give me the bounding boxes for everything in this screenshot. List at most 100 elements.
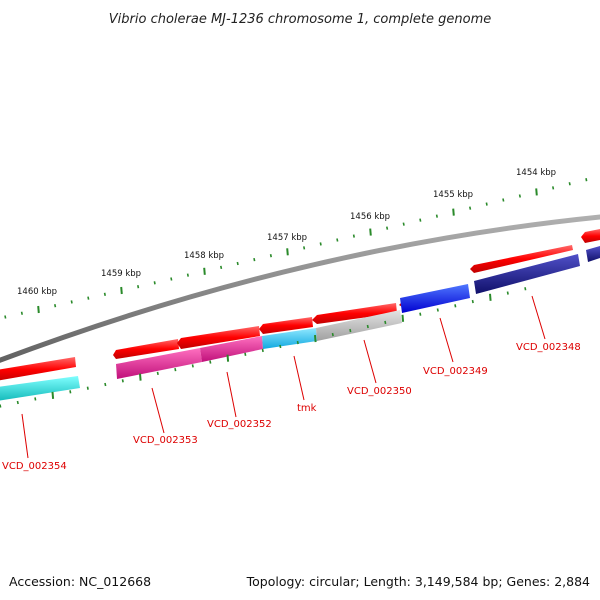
ruler-minor-tick	[336, 238, 339, 242]
ruler-outer-ticks	[4, 178, 588, 319]
ruler-minor-tick	[419, 218, 422, 222]
ruler-label-1454: 1454 kbp	[516, 168, 556, 178]
ruler-minor-tick	[352, 234, 355, 238]
ruler-minor-tick	[20, 311, 23, 315]
ruler-minor-tick	[296, 340, 299, 345]
ruler-minor-tick	[552, 186, 555, 190]
ruler-minor-tick	[137, 285, 140, 289]
ruler-minor-tick	[0, 404, 2, 408]
ruler-minor-tick	[303, 246, 306, 250]
leader-tmk	[293, 355, 305, 401]
ruler-minor-tick	[568, 182, 571, 186]
ruler-minor-tick	[454, 304, 457, 308]
ruler-minor-tick	[349, 328, 352, 333]
ruler-minor-tick	[366, 324, 369, 329]
ruler-minor-tick	[104, 382, 107, 387]
ruler-minor-tick	[253, 257, 256, 262]
reverse-strand-track	[0, 246, 600, 401]
ruler-label-1455: 1455 kbp	[433, 190, 473, 200]
cds-forward-5	[312, 303, 397, 324]
ruler-minor-tick	[174, 367, 177, 372]
ruler-major-tick	[226, 354, 230, 362]
ruler-minor-tick	[16, 400, 19, 405]
leader-VCD_002349	[439, 317, 454, 363]
cds-forward-3	[177, 326, 260, 349]
genome-summary-text: Topology: circular; Length: 3,149,584 bp…	[246, 574, 590, 589]
gene-bar-VCD_002349	[400, 284, 470, 313]
ruler-minor-tick	[186, 273, 189, 277]
leader-VCD_002352	[226, 371, 237, 418]
gene-bar-VCD_002352	[200, 336, 263, 362]
leader-VCD_002350	[363, 339, 377, 384]
ruler-minor-tick	[103, 292, 106, 296]
gene-bar-VCD_002348	[474, 254, 580, 294]
ruler-minor-tick	[170, 277, 173, 281]
ruler-minor-tick	[209, 360, 212, 364]
ruler-minor-tick	[121, 379, 124, 383]
ruler-minor-tick	[435, 214, 438, 218]
ruler-major-tick	[535, 188, 538, 196]
ruler-minor-tick	[485, 202, 488, 206]
ruler-minor-tick	[191, 364, 194, 368]
ruler-major-tick	[139, 373, 142, 381]
ruler-major-tick	[314, 335, 317, 343]
ruler-minor-tick	[502, 198, 505, 202]
ruler-minor-tick	[402, 222, 405, 226]
ruler-minor-tick	[319, 242, 322, 246]
ruler-label-1459: 1459 kbp	[101, 269, 141, 279]
ruler-minor-tick	[87, 296, 90, 300]
map-title: Vibrio cholerae MJ-1236 chromosome 1, co…	[109, 12, 491, 27]
gene-bar-VCD_002354	[0, 376, 80, 401]
ruler-minor-tick	[384, 320, 387, 325]
gene-bar-tmk	[262, 328, 317, 349]
gene-label-VCD_002352: VCD_002352	[207, 419, 272, 430]
cds-forward-4	[259, 317, 313, 334]
ruler-minor-tick	[469, 206, 472, 210]
ruler-minor-tick	[518, 194, 521, 198]
gene-leader-lines	[21, 295, 546, 459]
ruler-minor-tick	[153, 281, 156, 285]
gene-label-VCD_002350: VCD_002350	[347, 386, 412, 397]
ruler-minor-tick	[261, 348, 264, 353]
backbone-track	[0, 214, 600, 363]
ruler-minor-tick	[70, 300, 73, 304]
ruler-major-tick	[452, 208, 455, 216]
gene-bar-edge	[586, 246, 600, 262]
gene-bar-VCD_002353	[116, 348, 202, 379]
ruler-major-tick	[489, 293, 492, 301]
ruler-minor-tick	[386, 226, 389, 230]
ruler-minor-tick	[86, 386, 89, 390]
ruler-minor-tick	[34, 397, 37, 401]
gene-label-VCD_002349: VCD_002349	[423, 366, 488, 377]
ruler-minor-tick	[524, 287, 527, 291]
cds-forward-2	[113, 339, 179, 359]
ruler-minor-tick	[419, 312, 422, 316]
gene-label-VCD_002354: VCD_002354	[2, 461, 67, 472]
ruler-minor-tick	[585, 178, 588, 182]
ruler-minor-tick	[54, 304, 57, 308]
cds-forward-1	[0, 357, 76, 381]
ruler-major-tick	[203, 267, 206, 275]
ruler-label-1456: 1456 kbp	[350, 212, 390, 222]
ruler-minor-tick	[279, 344, 282, 349]
ruler-minor-tick	[244, 352, 247, 356]
ruler-major-tick	[401, 314, 405, 322]
ruler-minor-tick	[4, 315, 7, 319]
forward-strand-track	[0, 229, 600, 381]
accession-text: Accession: NC_012668	[9, 574, 151, 589]
gene-bar-VCD_002350	[316, 310, 402, 341]
ruler-minor-tick	[269, 254, 272, 258]
ruler-major-tick	[120, 286, 123, 295]
ruler-minor-tick	[236, 261, 239, 266]
ruler-minor-tick	[156, 371, 159, 376]
ruler-minor-tick	[220, 265, 223, 270]
leader-VCD_002353	[151, 387, 165, 434]
ruler-minor-tick	[69, 390, 72, 394]
ruler-minor-tick	[436, 308, 439, 312]
ruler-major-tick	[286, 248, 289, 256]
ruler-minor-tick	[331, 332, 334, 337]
ruler-major-tick	[37, 305, 40, 314]
leader-VCD_002354	[21, 413, 29, 459]
ruler-label-1457: 1457 kbp	[267, 233, 307, 243]
ruler-label-1460: 1460 kbp	[17, 287, 57, 297]
